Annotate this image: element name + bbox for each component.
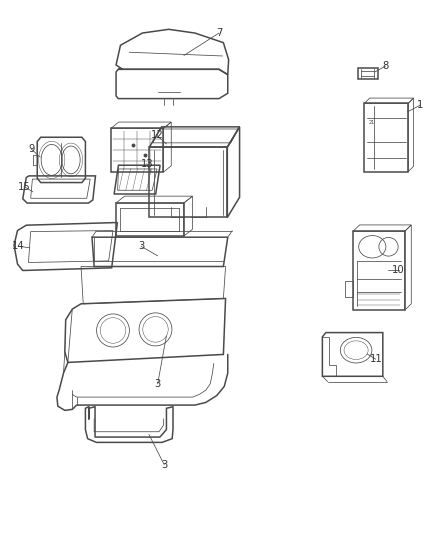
Text: 10: 10 (392, 265, 405, 275)
Text: 3: 3 (138, 241, 144, 251)
Text: 12: 12 (150, 131, 163, 140)
Text: 8: 8 (382, 61, 389, 71)
Text: 15: 15 (18, 182, 31, 191)
Text: 7: 7 (216, 28, 222, 38)
Text: 3: 3 (161, 460, 167, 470)
Text: 1: 1 (417, 100, 424, 110)
Text: 14: 14 (12, 241, 25, 251)
Text: 9: 9 (28, 144, 35, 154)
Text: 11: 11 (369, 354, 382, 364)
Text: 3: 3 (155, 379, 161, 389)
Text: 21: 21 (369, 120, 375, 125)
Text: 13: 13 (141, 159, 153, 168)
